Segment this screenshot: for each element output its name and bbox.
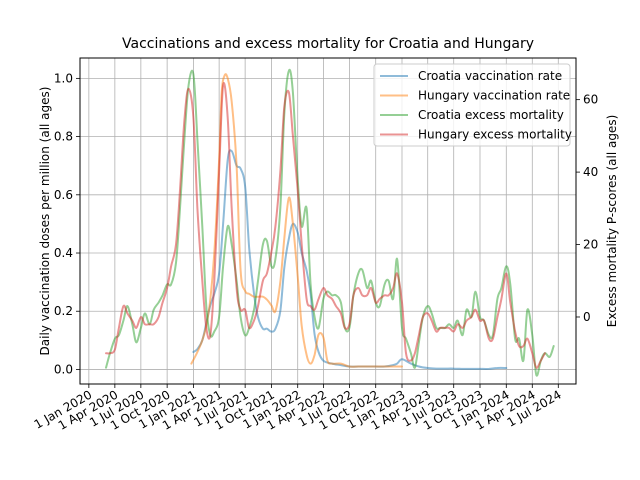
- legend-frame: [373, 63, 571, 147]
- left-axis-ticks: 0.0 0.2 0.4 0.6 0.8 1.0: [54, 71, 80, 376]
- legend-label: Hungary excess mortality: [418, 128, 572, 142]
- y-right-tick-label: 40: [583, 165, 598, 179]
- chart-title: Vaccinations and excess mortality for Cr…: [122, 36, 534, 52]
- y-left-tick-label: 1.0: [54, 71, 73, 85]
- legend: Croatia vaccination rate Hungary vaccinat…: [373, 63, 572, 147]
- y-left-tick-label: 0.8: [54, 130, 73, 144]
- y-right-tick-label: 20: [583, 238, 598, 252]
- y-left-tick-label: 0.2: [54, 304, 73, 318]
- y-left-tick-label: 0.6: [54, 188, 73, 202]
- series-lines: [105, 68, 555, 377]
- y-right-tick-label: 60: [583, 93, 598, 107]
- plot-frame: [79, 57, 577, 385]
- y-axis-right-label: Excess mortality P-scores (all ages): [605, 115, 619, 328]
- series-line-4: [105, 82, 546, 369]
- right-axis-ticks: 0 20 40 60: [576, 93, 598, 324]
- legend-label: Croatia excess mortality: [418, 108, 564, 122]
- legend-label: Croatia vaccination rate: [418, 69, 562, 83]
- legend-label: Hungary vaccination rate: [418, 89, 570, 103]
- y-left-tick-label: 0.4: [54, 246, 73, 260]
- y-axis-left-label: Daily vaccination doses per million (all…: [38, 87, 52, 356]
- y-left-tick-label: 0.0: [54, 362, 73, 376]
- series-line-3: [105, 68, 555, 377]
- y-right-tick-label: 0: [583, 310, 591, 324]
